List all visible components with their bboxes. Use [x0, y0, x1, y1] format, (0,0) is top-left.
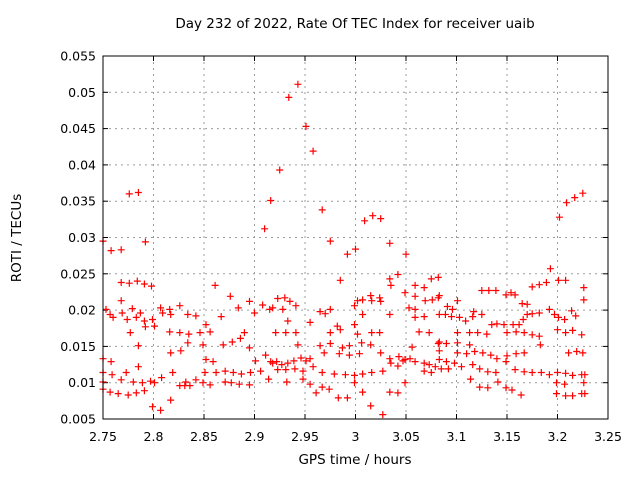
y-tick-label: 0.02 — [68, 303, 96, 318]
chart-title: Day 232 of 2022, Rate Of TEC Index for r… — [175, 16, 534, 32]
y-tick-label: 0.03 — [68, 230, 96, 245]
y-axis-label: ROTI / TECUs — [9, 194, 25, 282]
x-tick-label: 3 — [352, 429, 360, 444]
gridlines — [103, 56, 608, 419]
y-tick-label: 0.005 — [60, 412, 96, 427]
y-tick-label: 0.035 — [60, 194, 96, 209]
x-tick-label: 2.9 — [245, 429, 265, 444]
plot-border — [102, 55, 609, 420]
x-tick-label: 2.95 — [291, 429, 319, 444]
data-points — [99, 80, 589, 419]
y-tick-label: 0.01 — [68, 375, 96, 390]
x-tick-label: 2.85 — [190, 429, 218, 444]
tick-labels: 2.75 2.8 2.85 2.9 2.95 3 3.05 3.1 3.15 3.2 3.25 0.0… — [60, 49, 622, 445]
x-tick-label: 2.75 — [89, 429, 117, 444]
y-tick-label: 0.055 — [60, 49, 96, 64]
y-tick-label: 0.05 — [68, 85, 96, 100]
x-tick-label: 3.2 — [548, 429, 568, 444]
x-tick-label: 3.05 — [392, 429, 420, 444]
y-tick-label: 0.025 — [60, 266, 96, 281]
y-tick-label: 0.015 — [60, 339, 96, 354]
y-tick-label: 0.04 — [68, 157, 96, 172]
x-tick-label: 3.15 — [493, 429, 521, 444]
x-tick-label: 3.25 — [594, 429, 622, 444]
scatter-plus-markers — [99, 80, 589, 419]
x-tick-label: 3.1 — [447, 429, 467, 444]
x-axis-label: GPS time / hours — [298, 452, 411, 468]
x-tick-label: 2.8 — [144, 429, 164, 444]
y-tick-label: 0.045 — [60, 121, 96, 136]
